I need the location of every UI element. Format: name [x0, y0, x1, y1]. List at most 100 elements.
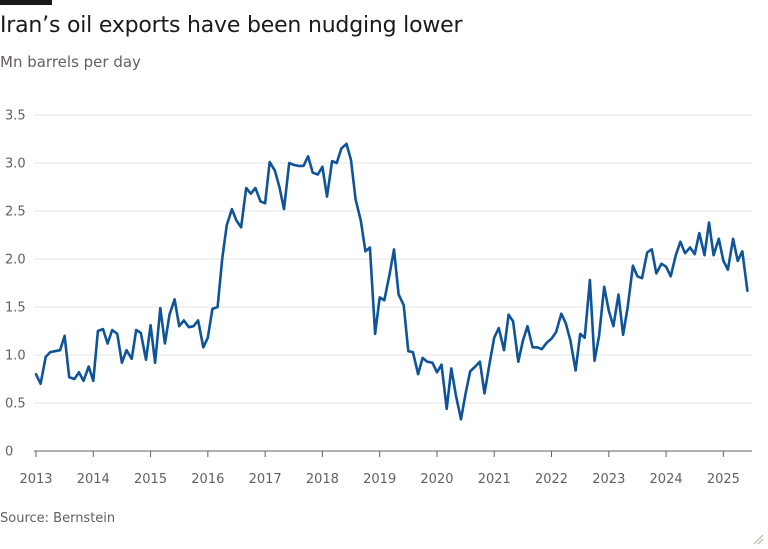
data-point	[708, 221, 710, 223]
data-point	[622, 334, 624, 336]
data-point	[517, 361, 519, 363]
data-point	[78, 371, 80, 373]
data-point	[293, 164, 295, 166]
data-point	[641, 277, 643, 279]
data-point	[694, 253, 696, 255]
data-point	[383, 299, 385, 301]
data-point	[350, 159, 352, 161]
data-point	[326, 195, 328, 197]
data-point	[718, 238, 720, 240]
x-tick-label: 2022	[535, 472, 568, 487]
data-point	[116, 333, 118, 335]
data-point	[574, 369, 576, 371]
data-point	[340, 147, 342, 149]
data-point	[412, 351, 414, 353]
data-point	[240, 226, 242, 228]
data-point	[121, 362, 123, 364]
data-point	[63, 335, 65, 337]
data-point	[565, 322, 567, 324]
data-point	[154, 362, 156, 364]
data-point	[421, 357, 423, 359]
data-point	[317, 173, 319, 175]
data-point	[617, 293, 619, 295]
data-point	[489, 362, 491, 364]
y-tick-label: 0.5	[5, 397, 26, 412]
data-point	[464, 392, 466, 394]
data-point	[479, 361, 481, 363]
data-point	[59, 349, 61, 351]
y-tick-label: 2.0	[5, 253, 26, 268]
chart-subtitle: Mn barrels per day	[0, 53, 141, 71]
data-point	[522, 339, 524, 341]
chart-title: Iran’s oil exports have been nudging low…	[0, 13, 463, 38]
data-point	[188, 326, 190, 328]
y-tick-label: 3.5	[5, 109, 26, 124]
series-line-0	[34, 142, 749, 421]
data-point	[460, 418, 462, 420]
data-point	[288, 162, 290, 164]
data-point	[469, 370, 471, 372]
data-point	[550, 338, 552, 340]
data-point	[679, 241, 681, 243]
data-point	[149, 324, 151, 326]
y-tick-label: 3.0	[5, 157, 26, 172]
data-point	[446, 408, 448, 410]
data-point	[727, 268, 729, 270]
data-point	[197, 319, 199, 321]
x-tick-label: 2015	[134, 472, 167, 487]
data-point	[426, 361, 428, 363]
y-tick-label: 2.5	[5, 205, 26, 220]
data-point	[507, 314, 509, 316]
x-tick-label: 2025	[707, 472, 740, 487]
y-tick-label: 0	[5, 445, 13, 460]
data-point	[164, 342, 166, 344]
data-point	[68, 376, 70, 378]
data-point	[579, 333, 581, 335]
data-point	[274, 170, 276, 172]
data-point	[436, 371, 438, 373]
data-point	[82, 380, 84, 382]
data-point	[450, 367, 452, 369]
data-point	[106, 342, 108, 344]
x-axis: 2013 2014 2015 2016 2017 2018 2019 2020 2021 2022…	[19, 450, 752, 487]
data-point	[388, 274, 390, 276]
data-point	[331, 160, 333, 162]
data-point	[192, 325, 194, 327]
data-point	[159, 307, 161, 309]
data-point	[584, 337, 586, 339]
data-point	[264, 202, 266, 204]
data-point	[498, 327, 500, 329]
data-point	[49, 351, 51, 353]
data-point	[689, 246, 691, 248]
data-point	[541, 348, 543, 350]
data-point	[235, 219, 237, 221]
data-point	[379, 296, 381, 298]
data-point	[560, 313, 562, 315]
data-point	[431, 362, 433, 364]
data-point	[670, 275, 672, 277]
data-point	[92, 380, 94, 382]
data-point	[593, 360, 595, 362]
x-tick-label: 2016	[191, 472, 224, 487]
series-layer	[34, 142, 749, 421]
data-point	[102, 328, 104, 330]
y-axis-ticks: 0 0.5 1.0 1.5 2.0 2.5 3.0 3.5	[5, 109, 26, 460]
data-point	[536, 346, 538, 348]
data-point	[345, 143, 347, 145]
data-point	[364, 250, 366, 252]
data-point	[589, 279, 591, 281]
data-point	[140, 332, 142, 334]
data-point	[254, 187, 256, 189]
data-point	[407, 350, 409, 352]
data-point	[360, 219, 362, 221]
data-point	[440, 363, 442, 365]
data-point	[216, 306, 218, 308]
x-tick-label: 2014	[77, 472, 110, 487]
data-point	[221, 258, 223, 260]
data-point	[278, 186, 280, 188]
data-point	[45, 356, 47, 358]
data-point	[312, 171, 314, 173]
data-point	[231, 208, 233, 210]
y-tick-label: 1.0	[5, 349, 26, 364]
